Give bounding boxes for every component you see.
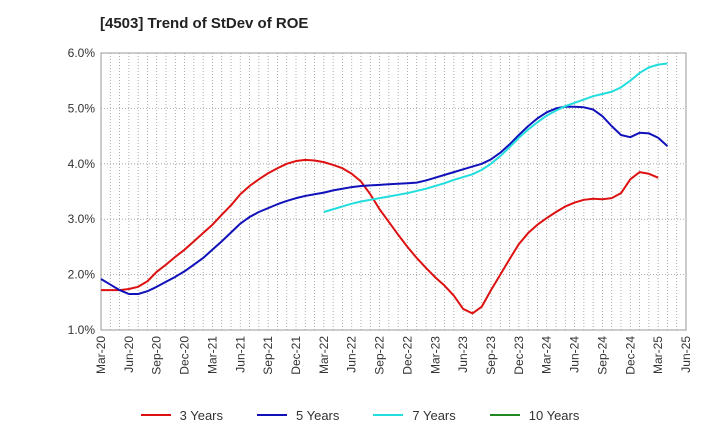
legend-item-7-years: 7 Years bbox=[373, 407, 456, 423]
y-tick-label: 3.0% bbox=[68, 212, 96, 226]
legend: 3 Years 5 Years 7 Years 10 Years bbox=[0, 404, 720, 426]
x-tick-label: Dec-20 bbox=[178, 336, 192, 375]
x-tick-label: Sep-22 bbox=[373, 336, 387, 375]
series-line-3-years bbox=[101, 158, 659, 315]
x-tick-label: Dec-22 bbox=[400, 336, 414, 375]
y-tick-label: 1.0% bbox=[68, 323, 96, 337]
x-tick-label: Jun-23 bbox=[456, 336, 470, 373]
x-tick-label: Mar-21 bbox=[205, 336, 219, 374]
x-tick-label: Jun-21 bbox=[233, 336, 247, 373]
x-tick-label: Mar-20 bbox=[94, 336, 108, 374]
y-tick-label: 5.0% bbox=[68, 101, 96, 115]
series-line-5-years bbox=[100, 105, 669, 295]
x-tick-label: Dec-21 bbox=[289, 336, 303, 375]
plot-area-frame bbox=[100, 52, 687, 331]
legend-item-10-years: 10 Years bbox=[489, 407, 580, 423]
x-tick-label: Mar-24 bbox=[540, 336, 554, 374]
y-axis-ticks: 1.0% 2.0% 3.0% 4.0% 5.0% 6.0% bbox=[68, 46, 96, 337]
chart-title: [4503] Trend of StDev of ROE bbox=[100, 15, 309, 32]
y-tick-label: 6.0% bbox=[68, 46, 96, 60]
x-tick-label: Sep-24 bbox=[595, 336, 609, 375]
legend-item-5-years: 5 Years bbox=[257, 408, 339, 423]
x-tick-label: Mar-23 bbox=[428, 336, 442, 374]
y-tick-label: 4.0% bbox=[68, 157, 96, 171]
x-tick-label: Mar-22 bbox=[317, 336, 331, 374]
x-tick-label: Dec-23 bbox=[512, 336, 526, 375]
legend-label-3-years: 3 Years bbox=[179, 407, 223, 423]
legend-label-7-years: 7 Years bbox=[412, 407, 456, 423]
legend-label-5-years: 5 Years bbox=[296, 407, 340, 423]
x-axis-ticks: Mar-20 Jun-20 Sep-20 Dec-20 Mar-21 Jun-21 Sep-… bbox=[94, 336, 693, 375]
y-tick-label: 2.0% bbox=[68, 268, 96, 282]
series-line-7-years bbox=[323, 62, 668, 213]
legend-swatch-3-years bbox=[140, 414, 171, 416]
x-tick-label: Jun-22 bbox=[345, 336, 359, 373]
series-lines bbox=[100, 62, 669, 315]
x-tick-label: Sep-20 bbox=[150, 336, 164, 375]
legend-swatch-5-years bbox=[257, 414, 287, 416]
legend-swatch-10-years bbox=[489, 414, 520, 416]
x-tick-label: Jun-24 bbox=[568, 336, 582, 373]
legend-label-10-years: 10 Years bbox=[528, 407, 580, 423]
x-tick-label: Dec-24 bbox=[623, 336, 637, 375]
x-tick-label: Jun-25 bbox=[679, 336, 693, 373]
x-tick-label: Mar-25 bbox=[651, 336, 665, 374]
legend-swatch-7-years bbox=[373, 414, 404, 416]
x-tick-label: Jun-20 bbox=[122, 336, 136, 373]
x-tick-label: Sep-23 bbox=[484, 336, 498, 375]
x-tick-label: Sep-21 bbox=[261, 336, 275, 375]
legend-item-3-years: 3 Years bbox=[140, 407, 223, 423]
